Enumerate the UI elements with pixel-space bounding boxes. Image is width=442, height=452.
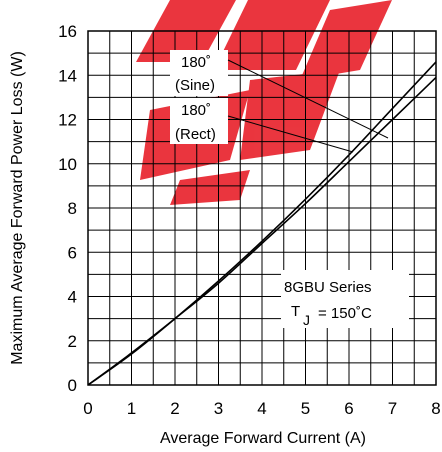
plot-border <box>87 30 437 386</box>
rect-label-line1: 180˚ <box>181 102 211 119</box>
series-label-bg <box>281 270 409 328</box>
y-tick-label: 12 <box>58 111 77 130</box>
watermark-shape-6 <box>170 170 250 205</box>
temp-label-value: = 150˚C <box>318 305 372 322</box>
rect-leader-line <box>227 115 354 153</box>
sine-label-bg <box>170 50 228 96</box>
y-tick-label: 14 <box>58 66 77 85</box>
x-tick-label: 1 <box>127 399 136 418</box>
watermark-shape-3 <box>300 0 392 80</box>
x-tick-label: 3 <box>214 399 223 418</box>
y-tick-label: 10 <box>58 155 77 174</box>
plot-frame <box>87 30 437 386</box>
sine-label-line2: (Sine) <box>175 77 215 94</box>
y-tick-label: 4 <box>68 288 77 307</box>
x-tick-label: 7 <box>388 399 397 418</box>
x-axis-title: Average Forward Current (A) <box>160 430 366 447</box>
watermark-shape-5 <box>240 70 340 160</box>
sine-leader-line <box>227 59 389 139</box>
y-tick-label: 0 <box>68 376 77 395</box>
temp-label-sub: J <box>303 312 310 328</box>
rect-label-bg <box>170 98 228 144</box>
grid <box>87 30 437 386</box>
x-tick-label: 0 <box>83 399 92 418</box>
y-tick-label: 2 <box>68 332 77 351</box>
x-tick-label: 5 <box>301 399 310 418</box>
series-label: 8GBU Series <box>284 279 372 296</box>
temp-label-T: T <box>291 303 300 320</box>
series-line-rect <box>87 76 437 386</box>
sine-label-line1: 180˚ <box>181 54 211 71</box>
y-tick-label: 8 <box>68 199 77 218</box>
y-axis-title: Maximum Average Forward Power Loss (W) <box>9 51 26 365</box>
y-tick-label: 16 <box>58 22 77 41</box>
x-tick-label: 4 <box>257 399 266 418</box>
annotations: 180˚ (Sine) 180˚ (Rect) 8GBU Series T J … <box>170 50 409 328</box>
rect-label-line2: (Rect) <box>175 126 216 143</box>
curves <box>87 61 437 386</box>
watermark-shape-2 <box>214 0 330 70</box>
x-tick-label: 8 <box>431 399 440 418</box>
x-tick-label: 6 <box>344 399 353 418</box>
x-tick-label: 2 <box>170 399 179 418</box>
y-tick-label: 6 <box>68 243 77 262</box>
